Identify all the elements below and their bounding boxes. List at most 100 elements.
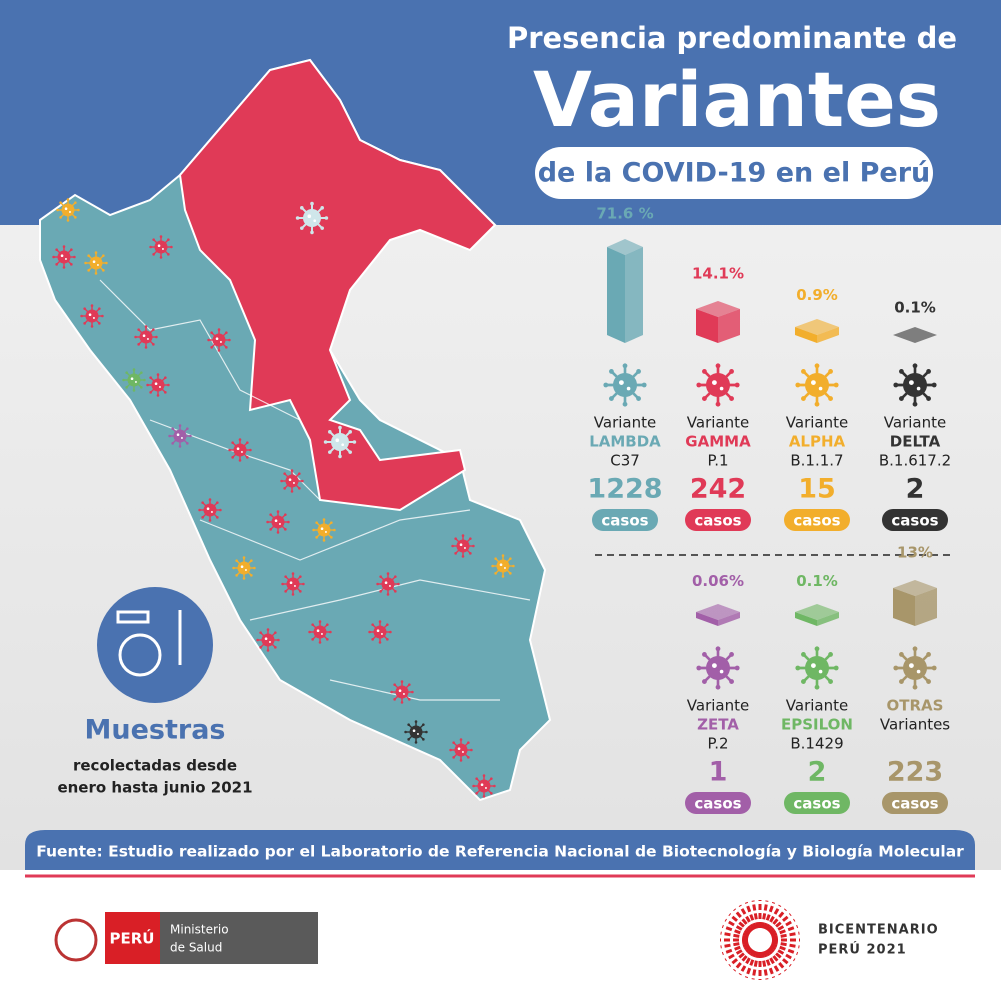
burst-ray — [720, 940, 749, 949]
virus-body — [317, 523, 331, 537]
burst-ray — [766, 908, 787, 932]
virus-tip — [482, 774, 486, 777]
virus-tip — [178, 445, 182, 448]
variant-cube-front — [817, 612, 839, 626]
virus-tip — [171, 427, 174, 430]
virus-tip — [291, 593, 295, 596]
virus-tip — [702, 652, 707, 657]
burst-ray — [769, 944, 796, 962]
virus-tip — [814, 401, 820, 407]
virus-tip — [338, 425, 342, 430]
virus-tip — [250, 574, 253, 577]
virus-dot — [412, 729, 416, 732]
virus-tip — [77, 208, 80, 212]
virus-dot — [64, 207, 68, 210]
virus-tip — [62, 266, 66, 269]
virus-dot — [176, 433, 180, 437]
variant-percent: 13% — [897, 543, 933, 561]
virus-tip — [266, 520, 269, 524]
virus-icon — [168, 424, 192, 448]
virus-tip — [315, 536, 318, 539]
virus-dot — [818, 386, 823, 391]
virus-tip — [696, 665, 702, 671]
virus-tip — [228, 338, 231, 342]
virus-tip — [509, 572, 512, 575]
virus-tip — [280, 479, 283, 483]
virus-tip — [323, 440, 328, 444]
virus-tip — [231, 456, 234, 459]
virus-body — [706, 373, 730, 397]
virus-icon — [232, 556, 256, 580]
virus-tip — [404, 730, 407, 734]
virus-icon — [893, 646, 937, 690]
variant-text: B.1.617.2 — [879, 452, 951, 470]
virus-tip — [328, 450, 332, 454]
virus-tip — [137, 328, 140, 331]
virus-tip — [98, 322, 101, 325]
burst-ray — [770, 924, 799, 938]
virus-tip — [622, 363, 628, 369]
virus-tip — [277, 638, 280, 642]
virus-icon — [795, 646, 839, 690]
virus-tip — [216, 501, 219, 504]
virus-icon — [603, 363, 647, 407]
virus-tip — [152, 328, 155, 331]
virus-tip — [242, 577, 246, 580]
virus-tip — [491, 564, 494, 568]
virus-dot — [264, 637, 268, 640]
virus-tip — [641, 382, 647, 388]
virus-icon — [491, 554, 515, 578]
virus-tip — [452, 741, 455, 744]
virus-tip — [83, 322, 86, 325]
virus-tip — [59, 201, 62, 204]
virus-tip — [603, 382, 609, 388]
title-line1: Presencia predominante de — [507, 21, 957, 55]
virus-tip — [70, 248, 73, 251]
virus-tip — [55, 263, 58, 266]
virus-body — [303, 209, 321, 227]
virus-tip — [475, 792, 478, 795]
variant-cases: 223 — [887, 757, 943, 788]
variant-cube-front — [817, 327, 839, 343]
virus-dot — [68, 210, 71, 213]
virus-tip — [338, 454, 342, 459]
variant-percent: 0.9% — [796, 286, 838, 304]
virus-icon — [149, 235, 173, 259]
virus-tip — [931, 665, 937, 671]
virus-tip — [461, 534, 465, 537]
burst-ray — [766, 948, 787, 972]
burst-ray — [770, 942, 799, 956]
virus-body — [233, 443, 247, 457]
virus-dot — [811, 380, 816, 385]
bicentenario-line1: BICENTENARIO — [818, 923, 939, 938]
virus-tip — [290, 469, 294, 472]
variant-text: Variante — [687, 697, 749, 715]
virus-body — [454, 743, 468, 757]
virus-icon — [207, 328, 231, 352]
virus-tip — [102, 269, 105, 272]
virus-icon — [308, 620, 332, 644]
virus-body — [805, 656, 829, 680]
burst-ray — [728, 913, 752, 934]
virus-tip — [509, 557, 512, 560]
virus-tip — [144, 325, 148, 328]
virus-dot — [402, 692, 405, 695]
virus-tip — [408, 698, 411, 701]
virus-dot — [388, 584, 391, 587]
virus-dot — [240, 565, 244, 568]
burst-ray — [733, 908, 754, 932]
virus-tip — [284, 575, 287, 578]
variant-text: B.1429 — [790, 735, 843, 753]
virus-tip — [926, 396, 931, 401]
virus-tip — [287, 520, 290, 524]
ministry-box — [160, 912, 318, 964]
virus-tip — [801, 369, 806, 374]
virus-body — [261, 633, 275, 647]
virus-tip — [469, 552, 472, 555]
variant-unit-pill — [784, 509, 850, 531]
virus-tip — [144, 346, 148, 349]
virus-tip — [225, 331, 228, 334]
virus-dot — [244, 568, 247, 571]
virus-tip — [348, 450, 352, 454]
subtitle-pill — [535, 147, 933, 199]
